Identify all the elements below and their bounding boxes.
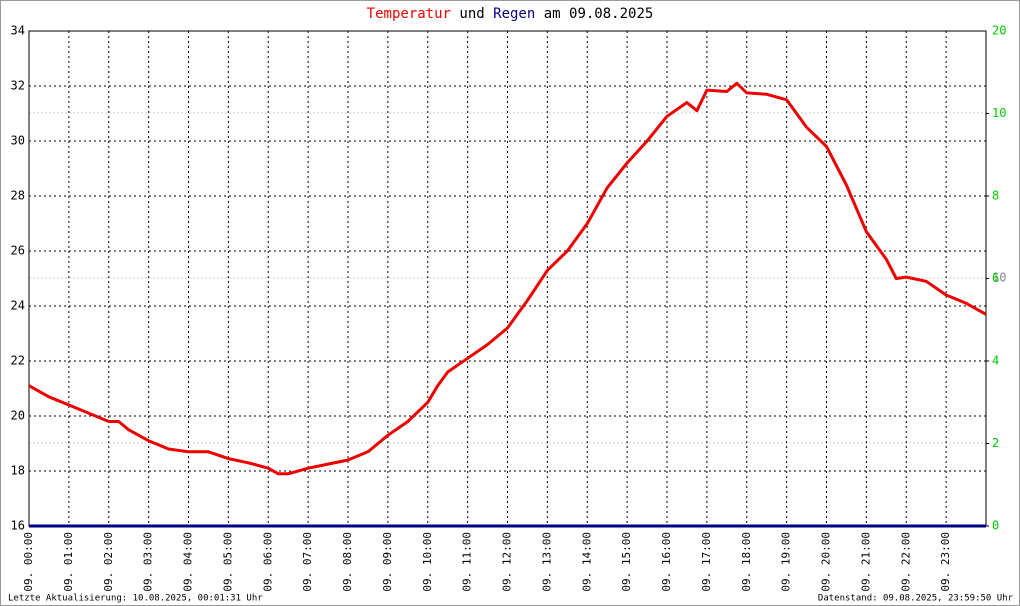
x-tick-label: 09. 22:00 — [899, 532, 912, 592]
x-tick-label: 09. 21:00 — [859, 532, 872, 592]
y-tick-label: 24 — [11, 299, 25, 313]
y2-tick-label: 8 — [992, 189, 999, 203]
x-tick-label: 09. 06:00 — [261, 532, 274, 592]
x-tick-label: 09. 00:00 — [22, 532, 35, 592]
footer-right: Datenstand: 09.08.2025, 23:59:50 Uhr — [818, 594, 1014, 604]
x-tick-label: 09. 03:00 — [142, 532, 155, 592]
y2-tick-label: 6 — [992, 271, 999, 285]
x-tick-label: 09. 12:00 — [501, 532, 514, 592]
footer-left: Letzte Aktualisierung: 10.08.2025, 00:01… — [8, 594, 263, 604]
y-tick-label: 28 — [11, 189, 25, 203]
x-tick-label: 09. 15:00 — [620, 532, 633, 592]
y2-tick-label: 10 — [992, 106, 1006, 120]
x-tick-label: 09. 07:00 — [301, 532, 314, 592]
x-tick-label: 09. 08:00 — [341, 532, 354, 592]
y-tick-label: 22 — [11, 354, 25, 368]
x-tick-label: 09. 14:00 — [580, 532, 593, 592]
title-part: am 09.08.2025 — [544, 6, 654, 22]
x-tick-label: 09. 19:00 — [780, 532, 793, 592]
x-tick-label: 09. 13:00 — [540, 532, 553, 592]
x-tick-label: 09. 01:00 — [62, 532, 75, 592]
y-tick-label: 20 — [11, 409, 25, 423]
x-tick-label: 09. 04:00 — [182, 532, 195, 592]
y-tick-label: 34 — [11, 24, 25, 38]
y2-tick-label: 2 — [992, 436, 999, 450]
chart-title: Temperatur und Regen am 09.08.2025 — [367, 6, 654, 22]
y-tick-label: 32 — [11, 79, 25, 93]
x-tick-label: 09. 05:00 — [221, 532, 234, 592]
title-part: und — [459, 6, 484, 22]
series-line — [28, 81, 987, 476]
y2-extra-label: 10 — [992, 271, 1006, 285]
x-tick-label: 09. 16:00 — [660, 532, 673, 592]
y-tick-label: 18 — [11, 464, 25, 478]
x-tick-label: 09. 10:00 — [421, 532, 434, 592]
title-part: Regen — [493, 6, 535, 22]
y-tick-label: 30 — [11, 134, 25, 148]
y-tick-label: 26 — [11, 244, 25, 258]
y2-tick-label: 0 — [992, 519, 999, 533]
x-tick-label: 09. 20:00 — [820, 532, 833, 592]
x-tick-label: 09. 02:00 — [102, 532, 115, 592]
y2-top-label: 20 — [992, 24, 1006, 38]
x-tick-label: 09. 23:00 — [939, 532, 952, 592]
y2-tick-label: 4 — [992, 354, 999, 368]
x-tick-label: 09. 18:00 — [740, 532, 753, 592]
x-tick-label: 09. 09:00 — [381, 532, 394, 592]
x-tick-label: 09. 11:00 — [461, 532, 474, 592]
title-part: Temperatur — [367, 6, 451, 22]
x-tick-label: 09. 17:00 — [700, 532, 713, 592]
y-tick-label: 16 — [11, 519, 25, 533]
